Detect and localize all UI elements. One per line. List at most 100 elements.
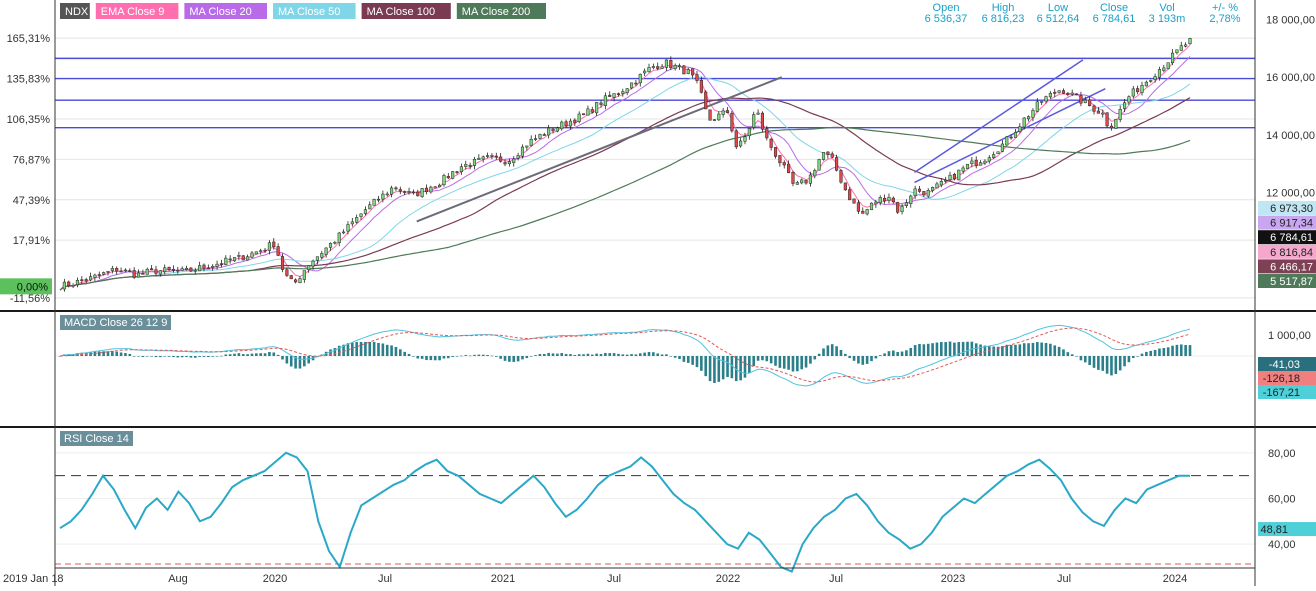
- rsi-tick-label: 60,00: [1268, 494, 1296, 506]
- header-label: Close: [1100, 2, 1128, 14]
- x-axis-label: 2024: [1163, 573, 1187, 585]
- zero-label: 0,00%: [17, 281, 48, 293]
- candle-body: [525, 145, 529, 148]
- macd-histogram-bar: [878, 355, 882, 356]
- trendline: [914, 59, 1084, 173]
- rsi-title-text: RSI Close 14: [64, 433, 129, 445]
- macd-histogram-bar: [839, 350, 843, 356]
- candle-body: [472, 158, 477, 166]
- candle-body: [1184, 44, 1188, 47]
- candle-body: [734, 130, 738, 148]
- macd-histogram-bar: [1031, 342, 1035, 356]
- legend-chip: [361, 3, 451, 19]
- macd-histogram-bar: [141, 356, 145, 358]
- candle-body: [211, 265, 215, 268]
- macd-histogram-bar: [809, 356, 812, 364]
- x-axis-label: 2023: [941, 573, 965, 585]
- candle-body: [952, 173, 956, 180]
- candle-body: [494, 155, 498, 158]
- rsi-title-chip: [60, 431, 133, 446]
- candle-body: [520, 146, 525, 157]
- candle-body: [429, 186, 433, 193]
- legend-label: EMA Close 9: [101, 6, 165, 18]
- candle-body: [102, 272, 106, 275]
- candle-body: [123, 269, 127, 272]
- macd-histogram-bar: [399, 349, 402, 356]
- candle-body: [250, 252, 254, 258]
- macd-histogram-bar: [586, 353, 590, 356]
- candle-body: [826, 151, 830, 155]
- macd-histogram-bar: [730, 356, 734, 379]
- candle-body: [913, 188, 917, 196]
- candle-body: [760, 112, 764, 130]
- macd-histogram-bar: [726, 356, 729, 377]
- macd-histogram-bar: [556, 353, 559, 356]
- right-tick-label: 14 000,00: [1266, 130, 1315, 142]
- candle-body: [1005, 136, 1009, 146]
- left-tick-label: 106,35%: [7, 114, 51, 126]
- candle-body: [62, 281, 66, 290]
- candle-body: [490, 155, 494, 157]
- candle-body: [629, 82, 634, 89]
- candle-body: [420, 188, 424, 197]
- macd-histogram-bar: [159, 356, 162, 358]
- candle-body: [656, 66, 660, 69]
- candle-body: [1053, 91, 1057, 94]
- macd-histogram-bar: [948, 341, 952, 356]
- macd-histogram-bar: [1075, 356, 1078, 357]
- macd-histogram-bar: [708, 356, 712, 382]
- candle-body: [385, 193, 389, 196]
- macd-histogram-bar: [468, 355, 472, 357]
- legend-chip: [456, 3, 546, 19]
- candle-body: [992, 154, 996, 158]
- rsi-badge: [1258, 522, 1316, 537]
- candle-body: [603, 95, 607, 106]
- macd-histogram-bar: [1053, 345, 1057, 356]
- right-tick-label: 12 000,00: [1266, 188, 1315, 200]
- candle-body: [909, 195, 913, 205]
- header-value: 6 536,37: [925, 13, 968, 25]
- macd-histogram-bar: [983, 345, 987, 356]
- candle-body: [843, 182, 847, 191]
- candle-body: [263, 249, 267, 252]
- candle-body: [259, 250, 263, 252]
- candle-body: [311, 260, 315, 267]
- candle-body: [272, 241, 276, 248]
- macd-histogram: [58, 341, 1192, 383]
- candle-body: [184, 267, 189, 271]
- candle-body: [883, 197, 887, 202]
- macd-histogram-bar: [852, 356, 856, 361]
- candle-body: [1157, 69, 1162, 78]
- macd-histogram-bar: [1123, 356, 1126, 367]
- candle-body: [93, 274, 97, 278]
- macd-badge-value: -41,03: [1269, 359, 1300, 371]
- x-axis-label: Jul: [1057, 573, 1071, 585]
- indicator-legend: NDX EMA Close 9 MA Close 20 MA Close 50 MA C…: [60, 3, 546, 19]
- candle-body: [830, 153, 834, 158]
- macd-histogram-bar: [612, 353, 616, 356]
- macd-histogram-bar: [150, 356, 153, 357]
- macd-histogram-bar: [926, 343, 930, 356]
- candle-body: [725, 110, 730, 113]
- macd-histogram-bar: [896, 352, 899, 356]
- candle-body: [1075, 93, 1079, 96]
- candle-body: [145, 268, 149, 275]
- macd-histogram-bar: [909, 347, 913, 356]
- macd-pane: MACD Close 26 12 9 1 000,00 -41,03 -126,1…: [55, 315, 1316, 399]
- macd-histogram-bar: [957, 342, 961, 356]
- macd-histogram-bar: [826, 345, 830, 356]
- macd-histogram-bar: [281, 356, 284, 360]
- macd-histogram-bar: [686, 356, 690, 363]
- macd-histogram-bar: [285, 356, 289, 364]
- macd-histogram-bar: [167, 356, 171, 357]
- macd-histogram-bar: [538, 354, 542, 356]
- macd-histogram-bar: [721, 356, 725, 380]
- candle-body: [411, 191, 415, 194]
- candle-body: [451, 171, 455, 179]
- macd-histogram-bar: [848, 356, 851, 359]
- candle-body: [516, 155, 520, 159]
- macd-histogram-bar: [268, 352, 271, 356]
- macd-histogram-bar: [486, 355, 489, 356]
- macd-histogram-bar: [521, 356, 524, 360]
- candle-body: [1000, 143, 1004, 152]
